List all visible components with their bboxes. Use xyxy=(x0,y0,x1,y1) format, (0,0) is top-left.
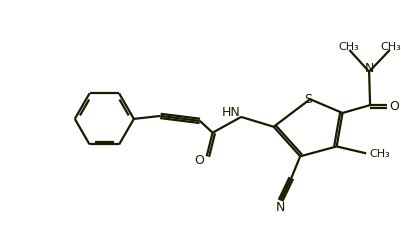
Text: O: O xyxy=(194,153,204,166)
Text: CH₃: CH₃ xyxy=(381,42,401,52)
Text: N: N xyxy=(276,200,285,213)
Text: CH₃: CH₃ xyxy=(338,42,359,52)
Text: N: N xyxy=(365,62,374,75)
Text: HN: HN xyxy=(222,106,241,119)
Text: CH₃: CH₃ xyxy=(370,149,390,159)
Text: O: O xyxy=(389,99,399,112)
Text: S: S xyxy=(304,92,312,105)
